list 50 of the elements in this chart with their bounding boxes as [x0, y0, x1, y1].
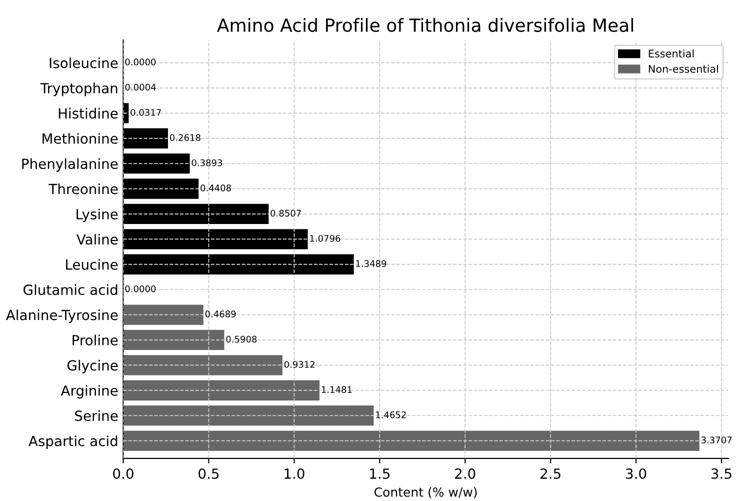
x-tick-label: 3.0	[626, 468, 646, 479]
data-label: 0.5908	[226, 336, 257, 343]
y-tick-label: Glutamic acid	[24, 284, 118, 296]
x-tick-label: 0.5	[198, 468, 219, 479]
bar	[123, 380, 320, 400]
x-tick-label: 0.0	[113, 468, 134, 479]
legend-label: Non-essential	[648, 64, 718, 73]
data-label: 0.0317	[130, 108, 161, 116]
y-tick-label: Serine	[75, 410, 118, 422]
data-label: 0.0000	[125, 285, 156, 292]
data-label: 0.3893	[192, 159, 222, 166]
data-label: 0.8507	[270, 210, 301, 217]
data-label: 0.9312	[284, 360, 314, 368]
y-tick-label: Aspartic acid	[28, 436, 118, 449]
y-tick-label: Threonine	[48, 183, 118, 194]
y-tick-label: Tryptophan	[40, 82, 118, 96]
y-tick-label: Alanine-Tyrosine	[6, 309, 118, 323]
data-label: 0.0000	[125, 58, 156, 66]
bar	[123, 430, 700, 451]
y-tick-label: Glycine	[67, 360, 118, 374]
data-label: 1.4652	[376, 411, 406, 418]
x-tick-label: 2.5	[540, 468, 560, 479]
y-tick-label: Lysine	[76, 208, 118, 222]
data-label: 1.0796	[310, 234, 340, 242]
data-label: 0.4408	[200, 184, 231, 192]
legend-label: Essential	[648, 49, 694, 58]
y-tick-label: Leucine	[66, 259, 118, 270]
x-tick-label: 1.5	[370, 468, 390, 479]
bar	[123, 355, 282, 376]
y-tick-label: Arginine	[60, 385, 118, 399]
x-tick-label: 2.0	[455, 468, 476, 479]
data-label: 1.1481	[322, 386, 352, 393]
bar	[123, 304, 204, 325]
bar	[123, 330, 224, 350]
data-label: 0.2618	[170, 134, 200, 141]
y-tick-label: Methionine	[42, 133, 118, 144]
y-tick-label: Valine	[76, 234, 118, 245]
y-tick-label: Phenylalanine	[22, 158, 118, 172]
x-axis-title: Content (% w/w)	[374, 487, 477, 498]
y-tick-label: Proline	[72, 334, 118, 346]
data-label: 3.3707	[701, 436, 732, 444]
chart-title: Amino Acid Profile of Tithonia diversifolia Meal	[217, 18, 634, 32]
y-tick-label: Histidine	[58, 108, 118, 119]
data-label: 0.0004	[125, 84, 156, 91]
x-tick-label: 1.0	[284, 468, 304, 479]
data-label: 1.3489	[356, 260, 386, 267]
data-label: 0.4689	[205, 310, 236, 318]
bar	[123, 405, 374, 426]
x-tick-label: 3.5	[712, 468, 732, 479]
y-tick-label: Isoleucine	[50, 57, 118, 68]
